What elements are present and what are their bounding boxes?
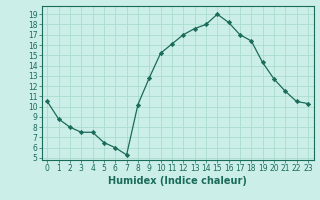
X-axis label: Humidex (Indice chaleur): Humidex (Indice chaleur) bbox=[108, 176, 247, 186]
